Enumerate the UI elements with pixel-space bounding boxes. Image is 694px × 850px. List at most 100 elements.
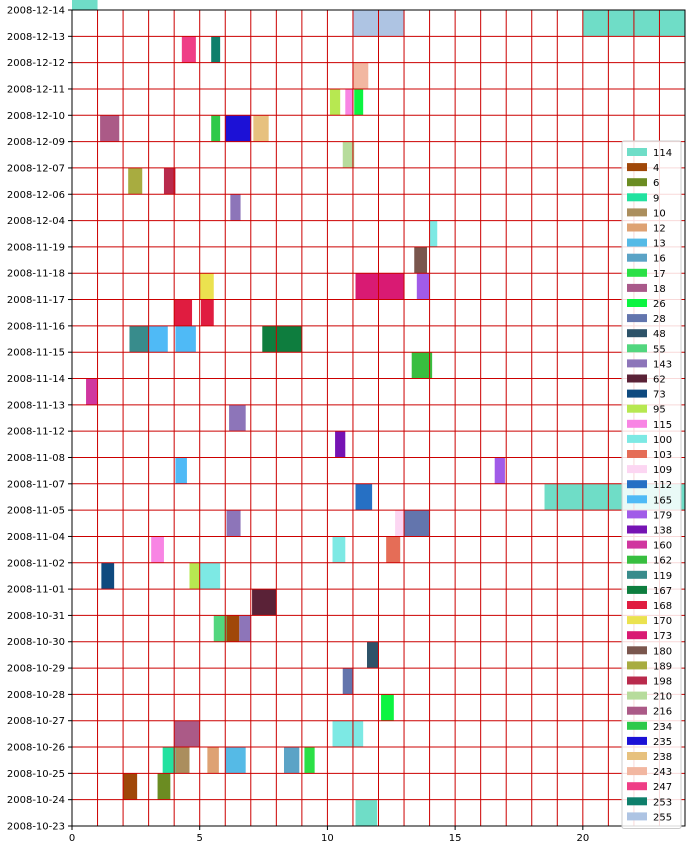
bar-173-2008-11-17 — [355, 273, 405, 300]
legend-swatch — [627, 721, 647, 730]
y-tick-label: 2008-10-29 — [7, 664, 65, 675]
y-tick-label: 2008-12-04 — [7, 216, 65, 227]
legend-label: 173 — [653, 631, 672, 642]
bar-100-2008-11-19 — [429, 220, 438, 247]
bar-28-2008-10-28 — [342, 668, 353, 695]
y-tick-label: 2008-11-08 — [7, 453, 65, 464]
legend-label: 238 — [653, 752, 672, 763]
legend-swatch — [627, 238, 647, 247]
bar-114-2008-10-23 — [355, 799, 378, 826]
bar-143-2008-11-12 — [229, 404, 246, 432]
legend-swatch — [627, 525, 647, 534]
bar-9-2008-10-25 — [162, 747, 176, 774]
legend-label: 210 — [653, 692, 672, 703]
legend-swatch — [627, 178, 647, 187]
bar-238-2008-12-09 — [253, 115, 269, 142]
y-tick-label: 2008-12-07 — [7, 163, 65, 174]
y-tick-label: 2008-12-09 — [7, 137, 65, 148]
bar-180-2008-11-18 — [414, 246, 428, 274]
legend-swatch — [627, 555, 647, 564]
legend-swatch — [627, 450, 647, 458]
bar-179-2008-11-07 — [494, 457, 505, 484]
bar-189-2008-12-06 — [128, 167, 143, 195]
y-tick-label: 2008-10-26 — [7, 743, 65, 754]
bar-243-2008-12-11 — [352, 62, 369, 89]
legend-label: 247 — [653, 782, 672, 793]
legend-label: 103 — [653, 450, 672, 461]
legend-swatch — [627, 691, 647, 700]
y-tick-label: 2008-10-31 — [7, 611, 65, 622]
bar-168-2008-11-16 — [200, 299, 214, 326]
legend-label: 13 — [653, 239, 666, 250]
y-tick-label: 2008-10-30 — [7, 637, 65, 648]
legend: 114 4 6 9 10 12 13 16 17 18 26 28 48 55 143 62 73 95 115 10… — [621, 140, 682, 829]
y-tick-label: 2008-11-14 — [7, 374, 65, 385]
legend-swatch — [627, 782, 647, 791]
legend-label: 167 — [653, 586, 672, 597]
legend-label: 12 — [653, 224, 666, 235]
bar-4-2008-10-30 — [226, 615, 240, 642]
legend-swatch — [627, 585, 647, 594]
legend-swatch — [627, 329, 647, 338]
legend-label: 100 — [653, 435, 672, 446]
legend-label: 170 — [653, 616, 672, 627]
bar-165-2008-11-07 — [175, 457, 187, 484]
axes-frame — [71, 9, 686, 827]
bar-13-2008-10-25 — [225, 747, 246, 774]
y-tick-label: 2008-12-10 — [7, 111, 65, 122]
bar-170-2008-11-17 — [199, 273, 214, 300]
x-tick-label: 5 — [197, 833, 203, 844]
legend-label: 112 — [653, 480, 672, 491]
bar-198-2008-12-06 — [163, 167, 176, 195]
legend-label: 26 — [653, 299, 666, 310]
legend-swatch — [627, 344, 647, 353]
legend-label: 10 — [653, 208, 666, 219]
legend-label: 4 — [653, 163, 659, 174]
bar-12-2008-10-25 — [207, 747, 219, 774]
bar-6-2008-10-24 — [157, 773, 171, 800]
y-tick-label: 2008-11-01 — [7, 585, 65, 596]
x-tick-label: 15 — [449, 833, 462, 844]
bar-73-2008-11-01 — [101, 562, 115, 590]
legend-swatch — [627, 434, 647, 443]
legend-swatch — [627, 389, 647, 398]
bar-62-2008-10-31 — [252, 589, 277, 616]
legend-swatch — [627, 465, 647, 474]
y-tick-label: 2008-11-04 — [7, 532, 65, 543]
y-tick-label: 2008-11-16 — [7, 321, 65, 332]
y-tick-label: 2008-11-12 — [7, 427, 65, 438]
bar-167-2008-11-15 — [262, 325, 302, 353]
bar-17-2008-10-25 — [304, 747, 315, 774]
legend-swatch — [627, 480, 647, 489]
y-tick-label: 2008-10-23 — [7, 822, 65, 833]
bar-100-2008-11-01 — [199, 562, 221, 590]
x-tick-label: 10 — [321, 833, 334, 844]
y-tick-label: 2008-11-05 — [7, 506, 65, 517]
legend-swatch — [627, 631, 647, 640]
legend-swatch — [627, 616, 647, 625]
bar-168-2008-11-16 — [174, 299, 193, 326]
legend-label: 55 — [653, 344, 666, 355]
legend-label: 138 — [653, 526, 672, 537]
legend-swatch — [627, 148, 647, 156]
bar-48-2008-10-29 — [367, 641, 379, 669]
y-tick-label: 2008-11-02 — [7, 558, 65, 569]
legend-label: 243 — [653, 767, 672, 778]
x-tick-label: 0 — [69, 833, 75, 844]
y-tick-label: 2008-11-07 — [7, 479, 65, 490]
legend-swatch — [627, 646, 647, 655]
bar-16-2008-10-25 — [283, 747, 300, 774]
legend-label: 6 — [653, 178, 659, 189]
y-tick-label: 2008-11-15 — [7, 348, 65, 359]
legend-label: 62 — [653, 375, 666, 386]
legend-swatch — [627, 253, 647, 262]
bar-216-2008-10-26 — [174, 720, 200, 748]
bar-100-2008-10-26 — [332, 720, 364, 748]
legend-swatch — [627, 314, 647, 323]
legend-swatch — [627, 208, 647, 217]
y-tick-label: 2008-12-14 — [7, 6, 65, 17]
legend-label: 109 — [653, 465, 672, 476]
legend-swatch — [627, 223, 647, 232]
legend-label: 234 — [653, 722, 672, 733]
